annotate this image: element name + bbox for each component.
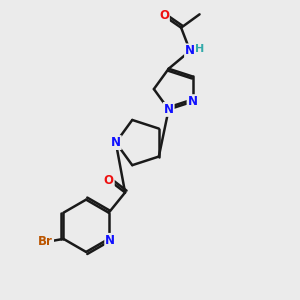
Text: Br: Br <box>38 235 53 248</box>
Text: N: N <box>164 103 174 116</box>
Text: H: H <box>195 44 204 54</box>
Text: O: O <box>159 9 169 22</box>
Text: N: N <box>188 95 198 108</box>
Text: O: O <box>104 173 114 187</box>
Text: N: N <box>105 234 115 247</box>
Text: N: N <box>111 136 121 149</box>
Text: N: N <box>185 44 195 57</box>
